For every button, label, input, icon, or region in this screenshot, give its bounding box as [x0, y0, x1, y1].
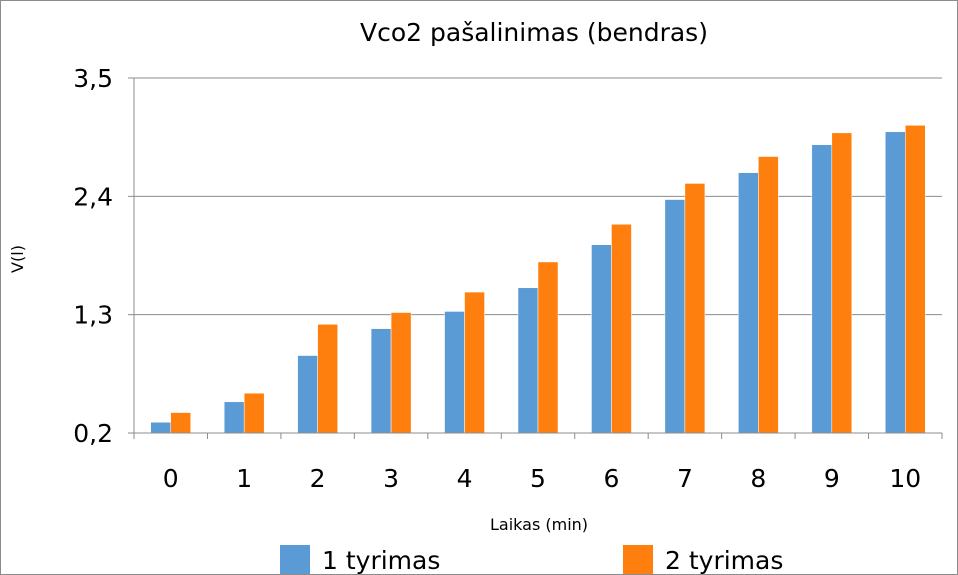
bar-series-1 — [297, 355, 318, 434]
bar-series-1 — [444, 311, 465, 434]
bar-series-2 — [390, 312, 412, 434]
x-tick-label: 1 — [236, 464, 252, 493]
legend-label: 1 tyrimas — [322, 546, 440, 574]
x-tick-labels: 0 1 2 3 4 5 6 7 8 9 10 — [163, 464, 921, 493]
y-tick-label: 3,5 — [73, 64, 113, 93]
legend: 1 tyrimas 2 tyrimas — [280, 545, 783, 574]
bar-series-2 — [684, 183, 706, 434]
x-tick-label: 4 — [457, 464, 473, 493]
x-tick-label: 2 — [310, 464, 326, 493]
x-tick-label: 10 — [889, 464, 921, 493]
x-tick-label: 3 — [383, 464, 399, 493]
y-tick-labels: 0,2 1,3 2,4 3,5 — [73, 64, 113, 448]
bar-series-1 — [517, 287, 539, 434]
bars — [150, 125, 926, 434]
bar-series-2 — [464, 291, 485, 434]
bar-series-1 — [885, 131, 906, 434]
x-tick-label: 0 — [163, 464, 179, 493]
x-tick-label: 9 — [824, 464, 840, 493]
bar-series-1 — [370, 328, 392, 434]
legend-item: 1 tyrimas — [280, 545, 440, 574]
legend-label: 2 tyrimas — [665, 546, 783, 574]
y-tick-label: 1,3 — [73, 301, 113, 330]
bar-series-1 — [223, 401, 245, 434]
y-axis-label: V(l) — [8, 245, 27, 273]
axes — [128, 77, 943, 439]
bar-series-2 — [831, 132, 853, 434]
x-axis-label: Laikas (min) — [490, 515, 588, 534]
bar-series-1 — [591, 244, 612, 434]
bar-series-2 — [243, 392, 265, 434]
bar-series-2 — [905, 125, 926, 434]
y-tick-label: 2,4 — [73, 182, 113, 211]
x-tick-label: 7 — [677, 464, 693, 493]
x-tick-label: 8 — [750, 464, 766, 493]
legend-swatch — [623, 545, 653, 574]
legend-item: 2 tyrimas — [623, 545, 783, 574]
bar-series-2 — [537, 261, 559, 434]
chart-title: Vco2 pašalinimas (bendras) — [360, 18, 708, 47]
bar-series-2 — [758, 156, 779, 434]
y-tick-label: 0,2 — [73, 419, 113, 448]
legend-swatch — [280, 545, 310, 574]
bar-series-1 — [150, 421, 171, 434]
bar-series-1 — [811, 144, 833, 434]
bar-series-2 — [170, 412, 191, 434]
bar-series-1 — [738, 172, 759, 434]
x-tick-label: 6 — [604, 464, 620, 493]
bar-series-2 — [317, 324, 338, 434]
x-tick-label: 5 — [530, 464, 546, 493]
bar-series-2 — [611, 224, 632, 434]
bar-series-1 — [664, 199, 686, 434]
